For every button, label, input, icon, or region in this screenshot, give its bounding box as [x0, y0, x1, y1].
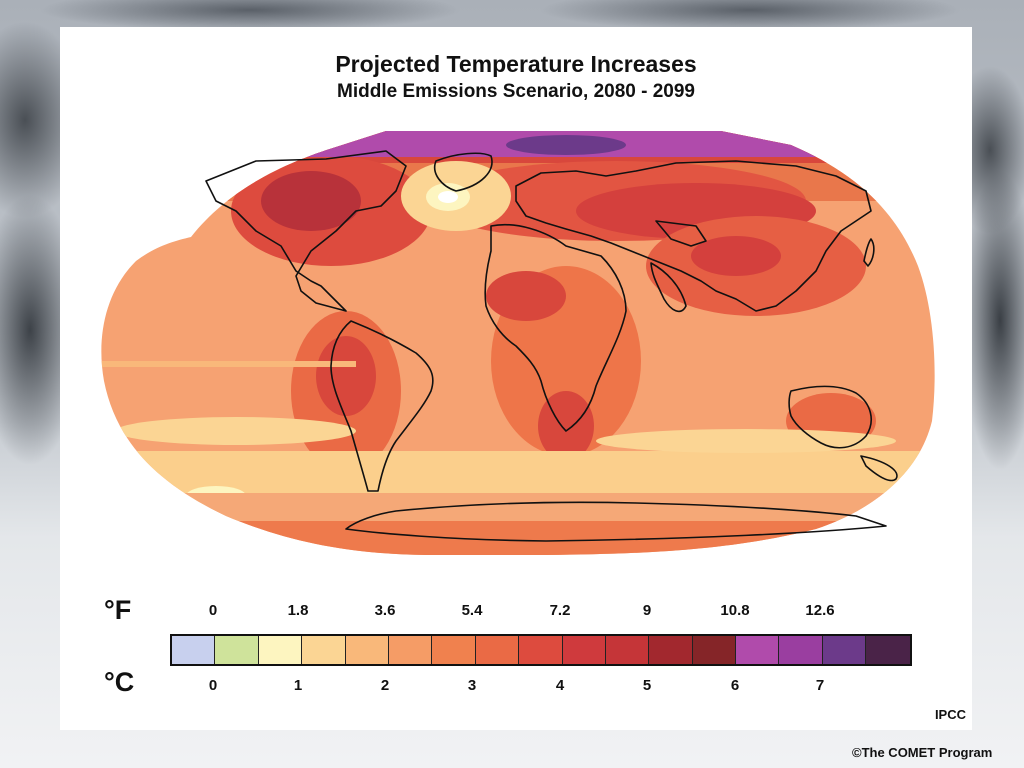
celsius-tick: 7 [815, 677, 825, 694]
color-scale-step [736, 636, 780, 664]
fahrenheit-tick: 0 [208, 602, 218, 619]
celsius-unit-label: °C [104, 667, 135, 697]
color-scale-bar [170, 634, 912, 666]
map-subtitle: Middle Emissions Scenario, 2080 - 2099 [337, 81, 695, 102]
source-label: IPCC [934, 707, 966, 722]
credit-label: ©The COMET Program [852, 745, 993, 760]
color-scale-step [258, 636, 303, 664]
fahrenheit-tick: 1.8 [287, 602, 309, 619]
map-title: Projected Temperature Increases [335, 51, 697, 77]
color-scale-step [822, 636, 867, 664]
fahrenheit-tick: 10.8 [720, 602, 750, 619]
fahrenheit-tick: 3.6 [374, 602, 396, 619]
fahrenheit-tick: 9 [642, 602, 652, 619]
fahrenheit-tick: 7.2 [549, 602, 571, 619]
celsius-tick: 4 [555, 677, 565, 694]
celsius-tick: 5 [642, 677, 652, 694]
fahrenheit-tick: 12.6 [805, 602, 835, 619]
color-scale-step [649, 636, 693, 664]
celsius-tick: 6 [730, 677, 740, 694]
fahrenheit-tick: 5.4 [461, 602, 483, 619]
color-scale-step [388, 636, 433, 664]
color-scale-step [172, 636, 216, 664]
celsius-tick: 0 [208, 677, 218, 694]
color-scale-step [345, 636, 389, 664]
color-scale-step [692, 636, 737, 664]
fahrenheit-unit-label: °F [104, 595, 132, 625]
celsius-tick: 1 [293, 677, 303, 694]
color-scale-step [779, 636, 823, 664]
color-scale-step [475, 636, 520, 664]
world-temperature-map [101, 131, 935, 555]
figure-panel: Projected Temperature Increases Middle E… [60, 27, 972, 730]
color-scale-step [432, 636, 476, 664]
color-scale-step [215, 636, 259, 664]
color-scale-step [302, 636, 346, 664]
color-scale-step [519, 636, 563, 664]
color-scale-step [562, 636, 606, 664]
celsius-tick: 3 [467, 677, 477, 694]
color-scale-step [605, 636, 650, 664]
celsius-tick: 2 [380, 677, 390, 694]
color-scale-step [866, 636, 910, 664]
